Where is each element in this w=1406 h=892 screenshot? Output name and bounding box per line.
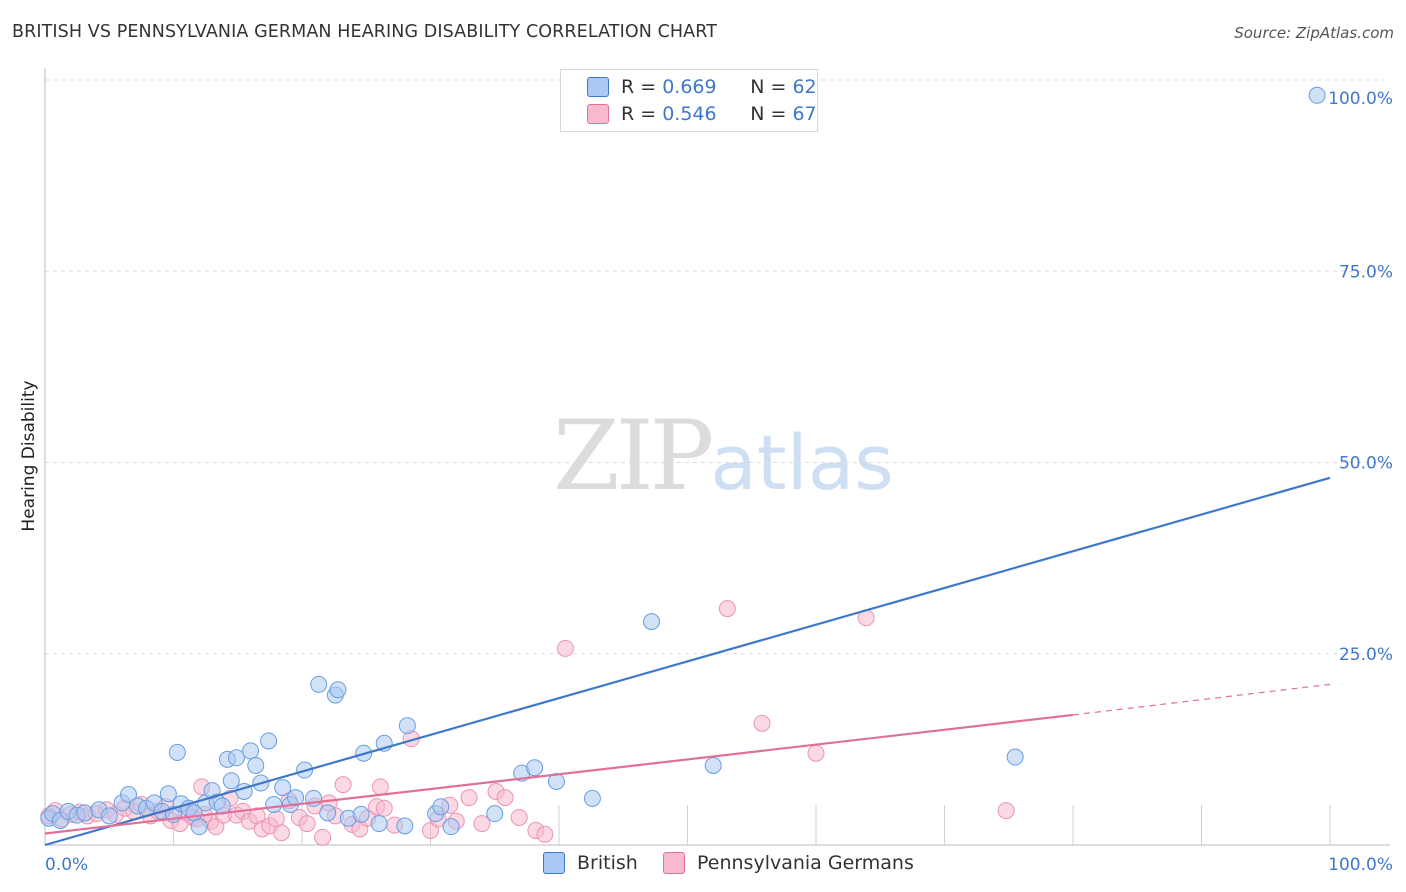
penn-german-point — [496, 789, 514, 807]
british-point — [1006, 748, 1024, 766]
y-tick-label: 50.0% — [1339, 454, 1393, 474]
legend-r-label: R = — [621, 76, 657, 98]
british-point — [76, 804, 94, 822]
penn-german-point — [314, 828, 332, 846]
british-point — [100, 807, 118, 825]
penn-german-point — [556, 639, 574, 657]
british-point — [432, 798, 450, 816]
legend-swatch-british — [543, 852, 565, 874]
legend-n-label: N = — [750, 76, 787, 98]
british-point — [319, 804, 337, 822]
british-point — [120, 786, 138, 804]
legend-swatch-british — [587, 77, 609, 97]
watermark-zip: ZIP — [553, 400, 714, 512]
penn-german-point — [807, 744, 825, 762]
penn-german-point — [334, 776, 352, 794]
penn-german-point — [460, 789, 478, 807]
penn-german-point — [298, 815, 316, 833]
british-point — [168, 743, 186, 761]
penn-german-point — [997, 802, 1015, 820]
british-point — [1308, 86, 1326, 104]
axes — [44, 68, 1390, 846]
british-point — [260, 732, 278, 750]
british-point — [310, 675, 328, 693]
source-label: Source: ZipAtlas.com — [1234, 24, 1394, 42]
british-point — [442, 818, 460, 836]
legend-item-british[interactable]: British — [543, 852, 638, 874]
legend-n-value: 62 — [792, 76, 817, 98]
british-trend-line — [44, 476, 1331, 847]
penn-german-trend-line — [44, 713, 1074, 835]
legend-n-value: 67 — [792, 103, 817, 125]
legend-swatch-penn — [587, 104, 609, 124]
x-tick-label: 0.0% — [45, 855, 88, 875]
british-point — [486, 805, 504, 823]
y-tick-label: 75.0% — [1339, 262, 1393, 282]
series-legend: British Pennsylvania Germans — [0, 852, 1406, 878]
british-point — [526, 759, 544, 777]
y-tick-label: 100.0% — [1328, 89, 1393, 109]
british-point — [352, 805, 370, 823]
grid-lines — [45, 79, 1390, 845]
british-point — [398, 717, 416, 735]
legend-item-penn[interactable]: Pennsylvania Germans — [663, 852, 914, 874]
british-points — [40, 86, 1326, 836]
trend-lines — [44, 476, 1331, 847]
penn-german-point — [371, 778, 389, 796]
penn-german-point — [718, 600, 736, 618]
british-point — [227, 749, 245, 767]
legend-row-penn: R = 0.546 N = 67 — [587, 102, 817, 126]
chart-title: BRITISH VS PENNSYLVANIA GERMAN HEARING D… — [12, 22, 717, 42]
penn-german-point — [753, 714, 771, 732]
tick-labels: 100.0% 75.0% 50.0% 25.0% 0.0% 100.0% — [45, 89, 1393, 875]
penn-german-point — [473, 815, 491, 833]
british-point — [643, 613, 661, 631]
legend-row-british: R = 0.669 N = 62 — [587, 75, 817, 99]
legend-label-penn: Pennsylvania Germans — [697, 852, 914, 874]
british-point — [704, 756, 722, 774]
penn-german-point — [375, 799, 393, 817]
british-point — [274, 779, 292, 797]
penn-german-trend-extension — [1072, 683, 1331, 716]
british-point — [583, 789, 601, 807]
legend-swatch-penn — [663, 852, 685, 874]
british-point — [222, 772, 240, 790]
legend-n-label: N = — [750, 103, 787, 125]
penn-german-point — [272, 824, 290, 842]
legend-r-value: 0.669 — [662, 76, 717, 98]
legend-r-value: 0.546 — [662, 103, 717, 125]
legend-r-label: R = — [621, 103, 657, 125]
british-point — [159, 785, 177, 803]
y-tick-label: 25.0% — [1339, 645, 1393, 665]
british-point — [265, 795, 283, 813]
legend-label-british: British — [577, 852, 638, 874]
british-point — [242, 742, 260, 760]
x-tick-label: 100.0% — [1328, 855, 1393, 875]
british-point — [190, 818, 208, 836]
y-axis-title: Hearing Disability — [19, 380, 39, 531]
british-point — [396, 817, 414, 835]
british-point — [247, 756, 265, 774]
penn-german-point — [510, 808, 528, 826]
british-point — [370, 815, 388, 833]
penn-german-point — [536, 825, 554, 843]
british-point — [329, 681, 347, 699]
stats-legend: R = 0.669 N = 62 R = 0.546 N = 67 — [560, 69, 818, 132]
